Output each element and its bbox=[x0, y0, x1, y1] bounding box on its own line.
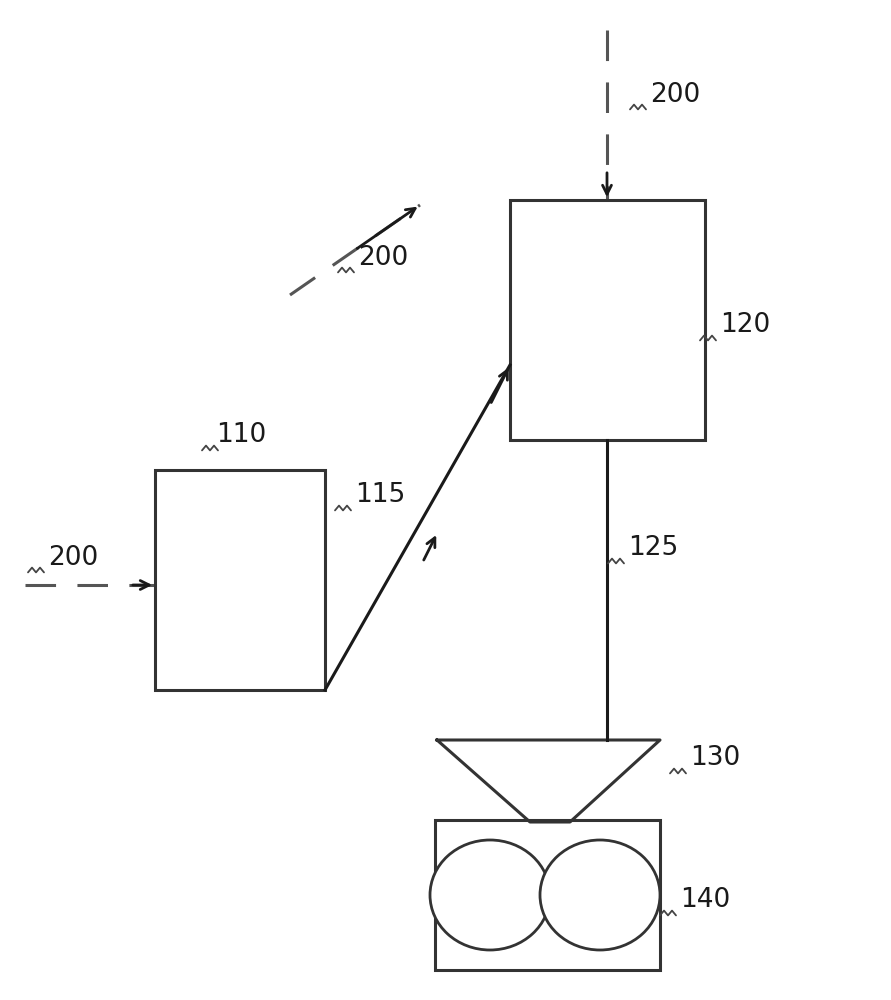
Text: 110: 110 bbox=[216, 422, 266, 448]
Ellipse shape bbox=[540, 840, 660, 950]
Text: 120: 120 bbox=[720, 312, 770, 338]
Bar bbox=[435, 820, 660, 970]
Text: 200: 200 bbox=[650, 82, 700, 108]
Text: 125: 125 bbox=[628, 535, 678, 561]
Ellipse shape bbox=[430, 840, 550, 950]
Text: 200: 200 bbox=[358, 245, 408, 271]
Text: 115: 115 bbox=[355, 482, 405, 508]
Text: 140: 140 bbox=[680, 887, 731, 913]
Bar bbox=[510, 200, 705, 440]
Text: 130: 130 bbox=[690, 745, 740, 771]
Bar bbox=[155, 470, 325, 690]
Text: 200: 200 bbox=[48, 545, 98, 571]
